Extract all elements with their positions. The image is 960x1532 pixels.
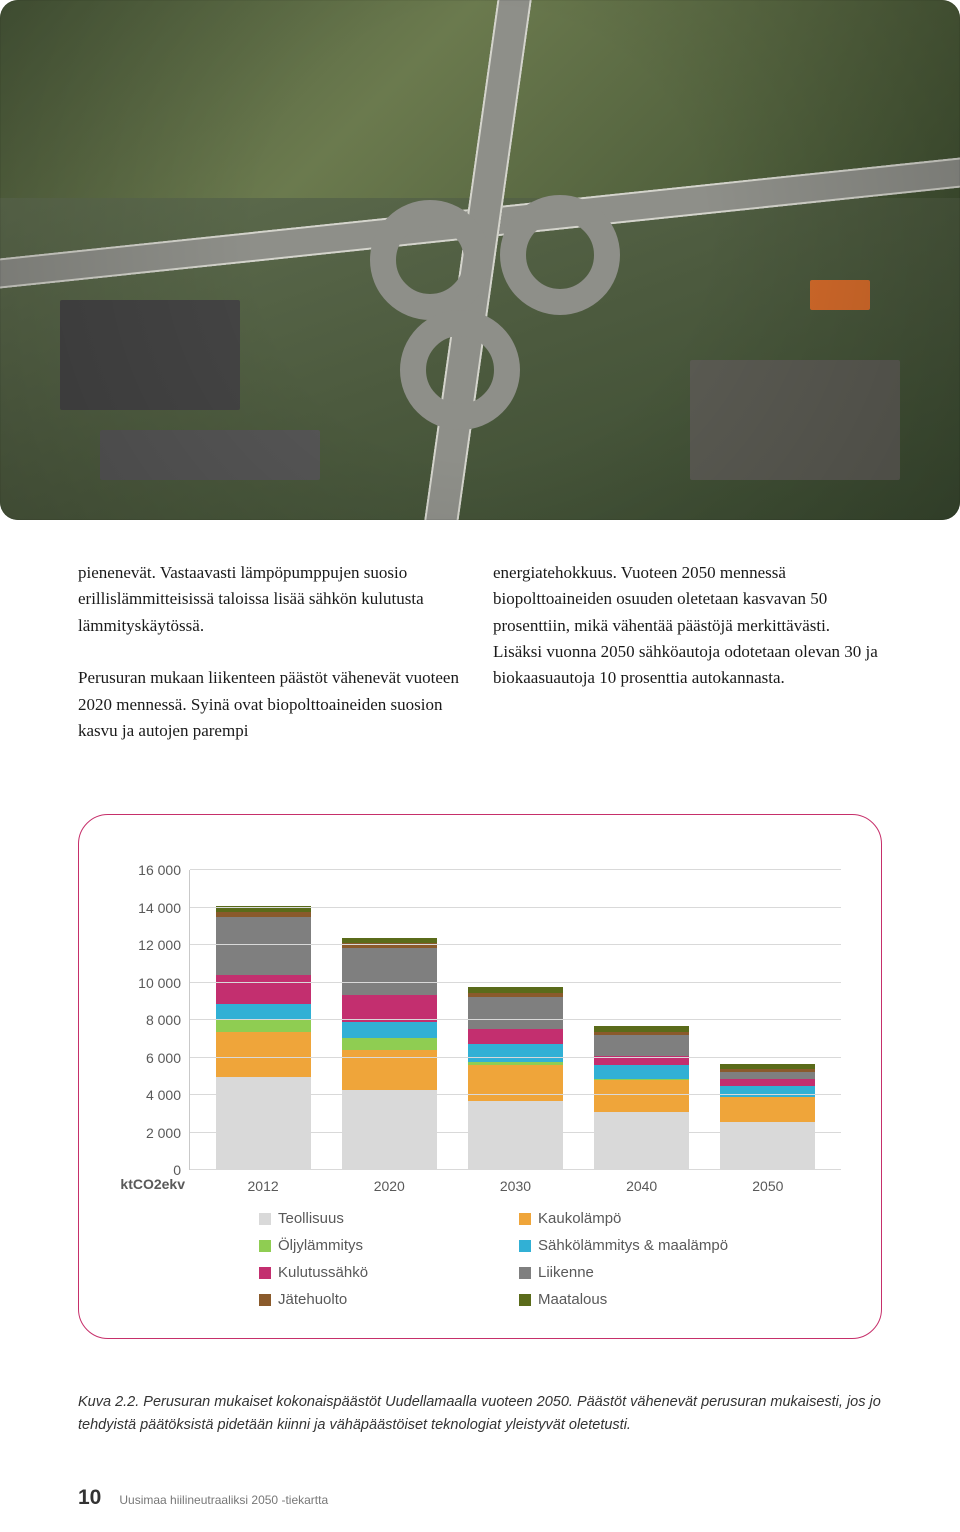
bar-segment-teollisuus: [468, 1101, 563, 1170]
bar-segment-sahkolammitys: [216, 1004, 311, 1019]
x-tick-label: 2020: [374, 1178, 405, 1194]
legend-label: Sähkölämmitys & maalämpö: [538, 1237, 728, 1254]
bar-segment-sahkolammitys: [468, 1044, 563, 1062]
hero-image: [0, 0, 960, 520]
x-tick-label: 2050: [752, 1178, 783, 1194]
bar-column: 2050: [720, 1064, 815, 1171]
bar-column: 2030: [468, 987, 563, 1170]
y-tick: 14 000: [138, 900, 181, 916]
legend-item-sahkolammitys: Sähkölämmitys & maalämpö: [519, 1237, 841, 1254]
y-tick: 8 000: [146, 1012, 181, 1028]
legend-label: Maatalous: [538, 1291, 607, 1308]
legend-swatch: [519, 1213, 531, 1225]
bar-column: 2012: [216, 906, 311, 1170]
chart-plot: 2012 2020 2030 2040 2050: [189, 870, 841, 1170]
y-tick: 12 000: [138, 937, 181, 953]
legend-label: Kaukolämpö: [538, 1210, 621, 1227]
x-tick-label: 2012: [248, 1178, 279, 1194]
chart-legend: Teollisuus Kaukolämpö Öljylämmitys Sähköläm…: [259, 1210, 841, 1308]
bar-segment-sahkolammitys: [720, 1086, 815, 1097]
page-footer: 10 Uusimaa hiilineutraaliksi 2050 -tieka…: [78, 1486, 882, 1510]
legend-swatch: [519, 1240, 531, 1252]
bar-segment-kaukolampo: [594, 1080, 689, 1112]
legend-item-oljylammitys: Öljylämmitys: [259, 1237, 519, 1254]
legend-item-teollisuus: Teollisuus: [259, 1210, 519, 1227]
x-tick-label: 2030: [500, 1178, 531, 1194]
y-tick: 6 000: [146, 1050, 181, 1066]
body-text: pienenevät. Vastaavasti lämpöpumppujen s…: [78, 560, 882, 744]
footer-title: Uusimaa hiilineutraaliksi 2050 -tiekartt…: [119, 1493, 328, 1507]
y-tick: 0: [173, 1162, 181, 1178]
bar-segment-kaukolampo: [468, 1065, 563, 1101]
legend-item-liikenne: Liikenne: [519, 1264, 841, 1281]
y-tick: 2 000: [146, 1125, 181, 1141]
bar-segment-sahkolammitys: [342, 1022, 437, 1038]
legend-item-maatalous: Maatalous: [519, 1291, 841, 1308]
legend-label: Öljylämmitys: [278, 1237, 363, 1254]
bar-segment-teollisuus: [216, 1077, 311, 1171]
legend-swatch: [519, 1294, 531, 1306]
bar-segment-sahkolammitys: [594, 1065, 689, 1078]
bar-segment-kaukolampo: [720, 1097, 815, 1121]
bar-segment-kulutussahko: [342, 995, 437, 1022]
y-axis: ktCO2ekv 02 0004 0006 0008 00010 00012 0…: [119, 870, 189, 1170]
chart-area: ktCO2ekv 02 0004 0006 0008 00010 00012 0…: [119, 870, 841, 1170]
body-col-1: pienenevät. Vastaavasti lämpöpumppujen s…: [78, 560, 467, 744]
bar-segment-teollisuus: [342, 1090, 437, 1171]
legend-item-kaukolampo: Kaukolämpö: [519, 1210, 841, 1227]
legend-label: Jätehuolto: [278, 1291, 347, 1308]
bar-segment-liikenne: [720, 1072, 815, 1080]
bar-segment-liikenne: [342, 948, 437, 995]
bar-segment-liikenne: [216, 917, 311, 975]
legend-label: Kulutussähkö: [278, 1264, 368, 1281]
bar-segment-kulutussahko: [468, 1029, 563, 1044]
legend-swatch: [259, 1213, 271, 1225]
figure-caption: Kuva 2.2. Perusuran mukaiset kokonaispää…: [78, 1391, 882, 1436]
chart-card: ktCO2ekv 0 2 000 4 000 6 000 8 000 10 000 12 0…: [78, 814, 882, 1339]
legend-item-kulutussahko: Kulutussähkö: [259, 1264, 519, 1281]
legend-label: Teollisuus: [278, 1210, 344, 1227]
body-col-2: energiatehokkuus. Vuoteen 2050 mennessä …: [493, 560, 882, 744]
y-tick: 10 000: [138, 975, 181, 991]
bar-column: 2020: [342, 938, 437, 1171]
y-tick: 16 000: [138, 862, 181, 878]
bar-segment-kulutussahko: [216, 975, 311, 1003]
bar-segment-teollisuus: [720, 1122, 815, 1171]
legend-item-jatehuolto: Jätehuolto: [259, 1291, 519, 1308]
bar-segment-oljylammitys: [216, 1019, 311, 1032]
bar-column: 2040: [594, 1026, 689, 1170]
bar-segment-teollisuus: [594, 1112, 689, 1170]
legend-swatch: [259, 1240, 271, 1252]
page-number: 10: [78, 1486, 101, 1510]
bar-segment-liikenne: [468, 997, 563, 1029]
legend-label: Liikenne: [538, 1264, 594, 1281]
chart-bars: 2012 2020 2030 2040 2050: [190, 870, 841, 1170]
bar-segment-kaukolampo: [216, 1032, 311, 1077]
legend-swatch: [519, 1267, 531, 1279]
legend-swatch: [259, 1267, 271, 1279]
legend-swatch: [259, 1294, 271, 1306]
y-axis-label: ktCO2ekv: [120, 1176, 185, 1192]
y-tick: 4 000: [146, 1087, 181, 1103]
bar-segment-oljylammitys: [342, 1038, 437, 1050]
bar-segment-liikenne: [594, 1035, 689, 1056]
x-tick-label: 2040: [626, 1178, 657, 1194]
